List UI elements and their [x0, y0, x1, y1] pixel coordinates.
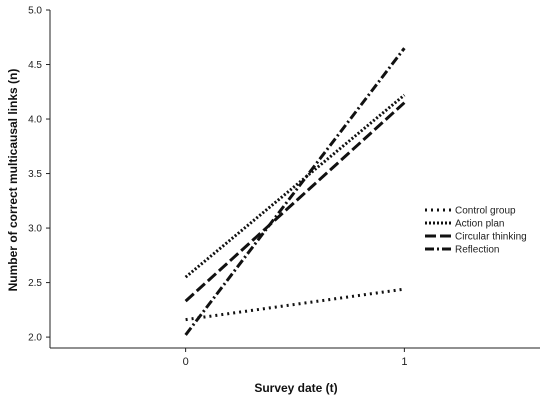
y-axis-ticks: 2.0 2.5 3.0 3.5 4.0 4.5 5.0: [28, 6, 50, 344]
y-tick-label: 2.0: [28, 333, 42, 344]
y-tick-label: 2.5: [28, 278, 42, 289]
series-line-action-plan: [184, 93, 406, 279]
y-tick-label: 3.5: [28, 169, 42, 180]
y-tick-label: 4.5: [28, 60, 42, 71]
series-lines: [184, 47, 406, 336]
legend-label: Reflection: [455, 245, 499, 256]
x-tick-label: 1: [401, 356, 407, 368]
x-axis-title: Survey date (t): [254, 381, 337, 395]
series-line-control-group: [185, 287, 405, 322]
y-tick-label: 3.0: [28, 224, 42, 235]
x-tick-label: 0: [183, 356, 189, 368]
series-line-reflection: [184, 47, 406, 336]
legend-label: Circular thinking: [455, 232, 527, 243]
legend-label: Control group: [455, 206, 516, 217]
legend-label: Action plan: [455, 219, 504, 230]
series-line-circular-thinking: [184, 101, 406, 303]
y-axis-title: Number of correct multicausal links (n): [6, 69, 20, 292]
y-tick-label: 4.0: [28, 115, 42, 126]
legend: Control group Action plan Circular thinkin…: [425, 206, 527, 256]
y-tick-label: 5.0: [28, 6, 42, 17]
axes: [49, 10, 540, 349]
